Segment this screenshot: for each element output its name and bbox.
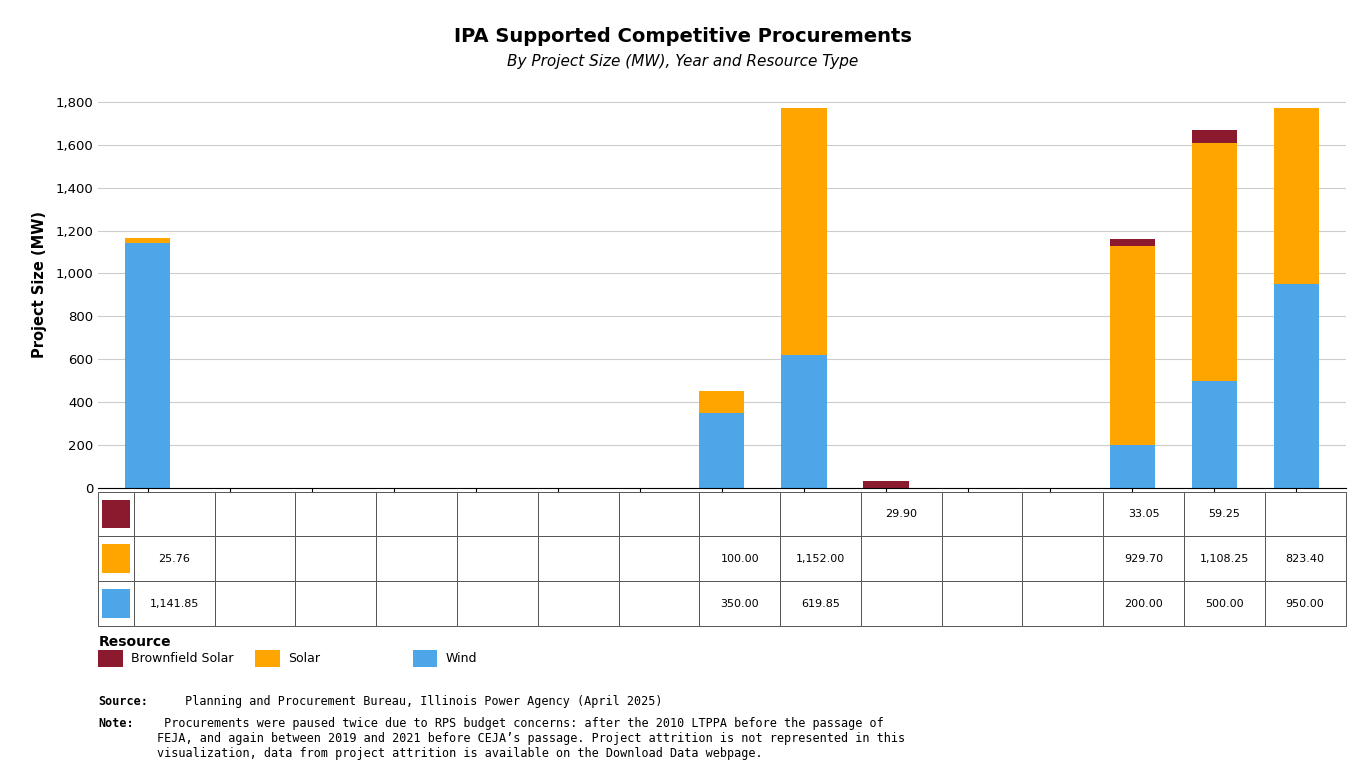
Bar xyxy=(295,581,376,626)
Text: 1,108.25: 1,108.25 xyxy=(1199,554,1249,564)
Bar xyxy=(538,581,619,626)
Bar xyxy=(619,492,699,536)
Text: 619.85: 619.85 xyxy=(800,598,840,608)
Bar xyxy=(102,500,130,528)
Text: 929.70: 929.70 xyxy=(1124,554,1162,564)
Bar xyxy=(458,581,538,626)
Text: 1,141.85: 1,141.85 xyxy=(149,598,199,608)
Bar xyxy=(781,355,826,488)
Bar xyxy=(1265,492,1346,536)
Bar xyxy=(538,492,619,536)
Bar xyxy=(699,492,780,536)
Bar xyxy=(1184,581,1265,626)
Text: Procurements were paused twice due to RPS budget concerns: after the 2010 LTPPA : Procurements were paused twice due to RP… xyxy=(157,717,906,760)
Bar xyxy=(134,536,214,581)
Bar xyxy=(98,581,134,626)
Bar xyxy=(1191,131,1236,143)
Bar xyxy=(98,650,123,667)
Text: Note:: Note: xyxy=(98,717,134,730)
Bar xyxy=(1184,492,1265,536)
Bar xyxy=(214,492,295,536)
Text: 200.00: 200.00 xyxy=(1124,598,1162,608)
Text: Wind: Wind xyxy=(445,652,477,664)
Bar xyxy=(1265,581,1346,626)
Bar xyxy=(1109,246,1154,445)
Bar xyxy=(619,536,699,581)
Bar xyxy=(1022,536,1104,581)
Bar xyxy=(780,492,861,536)
Bar xyxy=(376,536,458,581)
Bar xyxy=(376,492,458,536)
Text: Solar: Solar xyxy=(288,652,320,664)
Y-axis label: Project Size (MW): Project Size (MW) xyxy=(33,210,48,358)
Bar xyxy=(1104,581,1184,626)
Bar xyxy=(102,589,130,617)
Bar xyxy=(214,536,295,581)
Bar xyxy=(699,581,780,626)
Text: By Project Size (MW), Year and Resource Type: By Project Size (MW), Year and Resource … xyxy=(507,54,859,69)
Text: Brownfield Solar: Brownfield Solar xyxy=(131,652,234,664)
Bar xyxy=(134,581,214,626)
Bar xyxy=(1109,239,1154,246)
Bar xyxy=(126,243,171,488)
Text: 33.05: 33.05 xyxy=(1128,509,1160,519)
Bar xyxy=(863,482,908,488)
Bar xyxy=(619,581,699,626)
Bar xyxy=(699,412,744,488)
Text: 950.00: 950.00 xyxy=(1285,598,1325,608)
Bar xyxy=(1273,284,1318,488)
Bar xyxy=(1104,492,1184,536)
Text: Source:: Source: xyxy=(98,695,149,708)
Text: 500.00: 500.00 xyxy=(1205,598,1243,608)
Bar xyxy=(102,545,130,573)
Bar xyxy=(861,581,941,626)
Bar xyxy=(458,536,538,581)
Bar xyxy=(295,492,376,536)
Text: 823.40: 823.40 xyxy=(1285,554,1325,564)
Text: IPA Supported Competitive Procurements: IPA Supported Competitive Procurements xyxy=(454,27,912,46)
Bar xyxy=(538,536,619,581)
Text: 29.90: 29.90 xyxy=(885,509,917,519)
Bar xyxy=(134,492,214,536)
Text: 59.25: 59.25 xyxy=(1209,509,1240,519)
Bar xyxy=(941,581,1022,626)
Bar xyxy=(255,650,280,667)
Bar xyxy=(861,492,941,536)
Bar xyxy=(941,492,1022,536)
Bar xyxy=(1104,536,1184,581)
Bar xyxy=(413,650,437,667)
Bar xyxy=(458,492,538,536)
Bar xyxy=(780,581,861,626)
Bar xyxy=(861,536,941,581)
Text: 100.00: 100.00 xyxy=(720,554,759,564)
Bar xyxy=(214,581,295,626)
Bar xyxy=(1109,445,1154,488)
Bar xyxy=(699,391,744,412)
Bar xyxy=(376,581,458,626)
Bar xyxy=(126,237,171,243)
Bar xyxy=(1273,108,1318,284)
Bar xyxy=(1191,143,1236,381)
Bar xyxy=(295,536,376,581)
Bar xyxy=(1022,581,1104,626)
Text: 25.76: 25.76 xyxy=(158,554,190,564)
Bar xyxy=(780,536,861,581)
Bar xyxy=(941,536,1022,581)
Text: Resource: Resource xyxy=(98,635,171,649)
Bar xyxy=(98,492,134,536)
Text: 1,152.00: 1,152.00 xyxy=(796,554,846,564)
Bar xyxy=(1022,492,1104,536)
Bar xyxy=(98,536,134,581)
Bar xyxy=(1191,381,1236,488)
Text: Planning and Procurement Bureau, Illinois Power Agency (April 2025): Planning and Procurement Bureau, Illinoi… xyxy=(178,695,663,708)
Bar xyxy=(699,536,780,581)
Bar xyxy=(1184,536,1265,581)
Bar xyxy=(781,108,826,355)
Bar xyxy=(1265,536,1346,581)
Text: 350.00: 350.00 xyxy=(720,598,759,608)
